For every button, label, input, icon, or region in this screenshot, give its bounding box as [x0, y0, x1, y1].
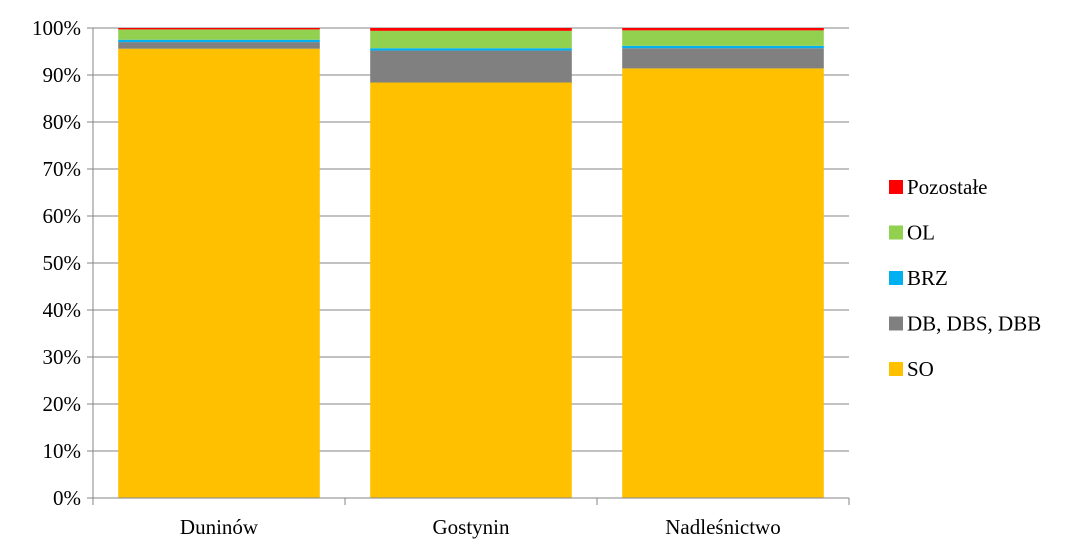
y-tick-label: 40% — [43, 298, 82, 322]
bar-segment — [622, 45, 824, 49]
legend-swatch — [889, 316, 903, 331]
bar-segment — [622, 28, 824, 31]
legend-label: DB, DBS, DBB — [907, 312, 1041, 336]
bar-segment — [370, 48, 572, 51]
legend-label: Pozostałe — [907, 175, 987, 199]
bar-segment — [118, 48, 320, 499]
legend-swatch — [889, 180, 903, 194]
bar-segment — [118, 39, 320, 43]
x-tick-label: Duninów — [180, 515, 259, 539]
legend-swatch — [889, 271, 903, 285]
y-tick-label: 0% — [53, 486, 81, 510]
legend-swatch — [889, 362, 903, 376]
legend-label: SO — [907, 357, 934, 381]
x-tick-label: Nadleśnictwo — [665, 515, 780, 539]
legend: Pozostałe OL BRZ DB, DBS, DBB SO — [889, 175, 1041, 381]
y-tick-label: 90% — [43, 63, 82, 87]
y-tick-label: 50% — [43, 251, 82, 275]
bar-segment — [370, 50, 572, 83]
bar-segment — [118, 29, 320, 40]
y-tick-label: 100% — [32, 16, 81, 40]
y-tick-label: 30% — [43, 345, 82, 369]
axes: 0% 10% 20% 30% 40% 50% 60% 70% 80% 90% 100% Duninów… — [32, 16, 850, 539]
y-tick-label: 10% — [43, 439, 82, 463]
legend-swatch — [889, 225, 903, 240]
y-tick-label: 70% — [43, 157, 82, 181]
bar-segment — [370, 82, 572, 499]
bars — [118, 28, 824, 499]
y-tick-label: 80% — [43, 110, 82, 134]
y-tick-label: 60% — [43, 204, 82, 228]
bar-segment — [622, 68, 824, 499]
legend-label: OL — [907, 221, 935, 245]
legend-label: BRZ — [907, 266, 948, 290]
x-tick-label: Gostynin — [432, 515, 510, 539]
bar-segment — [370, 30, 572, 49]
bar-segment — [118, 42, 320, 49]
bar-segment — [370, 28, 572, 31]
y-tick-label: 20% — [43, 392, 82, 416]
bar-segment — [622, 48, 824, 69]
bar-segment — [118, 28, 320, 30]
bar-segment — [622, 30, 824, 46]
